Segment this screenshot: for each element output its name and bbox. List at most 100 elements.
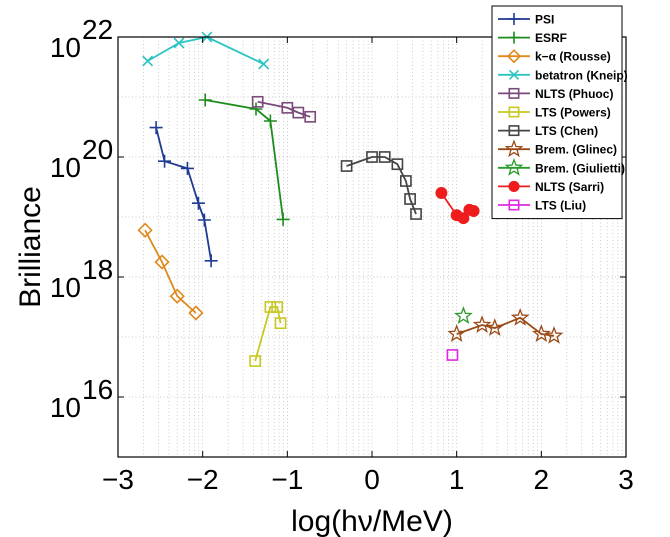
data-point <box>137 222 153 238</box>
data-point <box>457 212 470 225</box>
series-line <box>254 306 282 362</box>
data-point <box>169 288 185 304</box>
data-point <box>249 102 263 116</box>
legend-item: PSI <box>498 13 554 27</box>
data-point <box>435 187 448 199</box>
y-tick-label: 10 <box>50 272 81 303</box>
data-point <box>158 154 172 168</box>
data-point <box>188 305 204 321</box>
legend-item: k−α (Rousse) <box>498 49 611 64</box>
x-tick-label: 1 <box>449 464 465 495</box>
data-point <box>154 254 170 270</box>
y-axis-label: Brilliance <box>14 186 47 308</box>
data-point <box>399 175 412 187</box>
legend-marker <box>508 31 520 44</box>
legend-label: Brem. (Glinec) <box>535 143 617 157</box>
data-point <box>472 315 492 333</box>
data-point <box>191 196 205 210</box>
data-point <box>281 101 294 114</box>
y-tick-label: 10 <box>50 152 81 183</box>
y-tick-exponent: 22 <box>82 14 113 45</box>
x-tick-label: −1 <box>271 464 303 495</box>
data-point <box>446 349 459 361</box>
data-point <box>276 212 290 226</box>
series-5 <box>249 301 287 367</box>
data-point <box>142 55 154 67</box>
series-line <box>257 100 311 118</box>
series-4 <box>251 95 317 123</box>
legend-marker <box>504 139 524 158</box>
data-point <box>292 106 305 119</box>
y-tick-exponent: 20 <box>82 134 113 165</box>
legend-item: NLTS (Phuoc) <box>498 87 613 101</box>
legend-label: LTS (Powers) <box>535 106 611 120</box>
series-line <box>144 229 197 314</box>
legend-label: LTS (Liu) <box>535 199 586 213</box>
legend-label: Brem. (Giulietti) <box>535 161 625 175</box>
data-point <box>404 193 416 205</box>
data-point <box>467 205 480 217</box>
series-8 <box>454 306 473 324</box>
data-point <box>274 317 287 330</box>
y-tick-label: 10 <box>50 392 81 423</box>
data-point <box>366 151 378 163</box>
data-point <box>510 307 530 326</box>
legend-marker <box>506 49 522 64</box>
x-tick-label: 3 <box>618 464 634 495</box>
legend-marker <box>508 199 520 211</box>
legend-label: NLTS (Phuoc) <box>535 87 613 101</box>
series-line <box>346 156 417 215</box>
legend-item: betatron (Kneip) <box>498 68 628 82</box>
legend-label: PSI <box>535 13 554 27</box>
series-line <box>155 127 212 261</box>
legend-item: LTS (Powers) <box>498 106 611 120</box>
data-point <box>249 355 262 367</box>
x-tick-label: −2 <box>187 464 219 495</box>
series-line <box>205 99 284 220</box>
data-point <box>173 37 185 49</box>
legend-item: ESRF <box>498 31 567 45</box>
legend-marker <box>508 69 520 80</box>
data-point <box>180 161 194 175</box>
data-point <box>197 213 211 227</box>
data-point <box>251 95 264 108</box>
series-1 <box>198 93 290 226</box>
legend-item: LTS (Chen) <box>498 124 598 138</box>
legend-marker <box>508 180 520 192</box>
legend-label: betatron (Kneip) <box>535 68 628 82</box>
data-point <box>271 301 284 313</box>
legend-item: Brem. (Giulietti) <box>498 157 625 176</box>
series-9 <box>435 187 480 225</box>
data-point <box>378 151 391 163</box>
data-point <box>264 301 277 313</box>
x-tick-label: 2 <box>534 464 550 495</box>
legend-marker <box>508 87 520 99</box>
x-tick-label: 0 <box>364 464 380 495</box>
data-point <box>340 160 353 172</box>
data-point <box>447 324 467 342</box>
series-0 <box>149 121 218 268</box>
x-tick-label: −3 <box>102 464 134 495</box>
series-10 <box>446 349 459 361</box>
data-point <box>149 121 163 135</box>
series-layer <box>137 31 564 367</box>
legend-marker <box>508 13 520 25</box>
series-6 <box>340 151 422 220</box>
data-point <box>454 306 473 324</box>
x-axis-label: log(hν/MeV) <box>291 505 453 537</box>
data-point <box>258 58 270 70</box>
legend-marker <box>504 157 524 176</box>
series-line <box>147 36 264 65</box>
series-3 <box>142 31 270 70</box>
series-2 <box>137 222 204 321</box>
legend-marker <box>508 125 520 137</box>
legend-item: NLTS (Sarri) <box>498 180 604 194</box>
data-point <box>485 318 505 336</box>
y-tick-exponent: 18 <box>82 254 113 285</box>
y-tick-label: 10 <box>50 32 81 63</box>
data-point <box>204 254 218 268</box>
legend: PSI ESRF k−α (Rousse) betatron (Kneip) NLTS … <box>491 5 628 220</box>
y-tick-exponent: 16 <box>82 374 113 405</box>
